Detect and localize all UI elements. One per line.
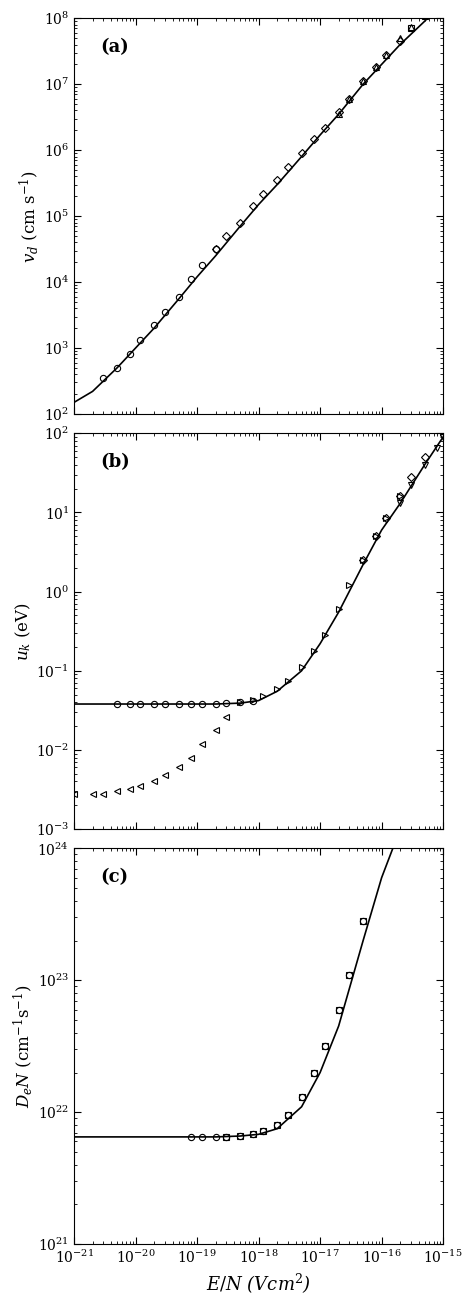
Text: (a): (a): [100, 38, 128, 56]
Y-axis label: $v_d$ (cm s$^{-1}$): $v_d$ (cm s$^{-1}$): [17, 170, 41, 263]
Text: (c): (c): [100, 868, 128, 886]
X-axis label: $E/N$ (Vcm$^{2}$): $E/N$ (Vcm$^{2}$): [206, 1272, 311, 1295]
Y-axis label: $D_eN$ (cm$^{-1}$s$^{-1}$): $D_eN$ (cm$^{-1}$s$^{-1}$): [11, 984, 35, 1108]
Text: (b): (b): [100, 454, 130, 471]
Y-axis label: $u_k$ (eV): $u_k$ (eV): [14, 601, 33, 660]
